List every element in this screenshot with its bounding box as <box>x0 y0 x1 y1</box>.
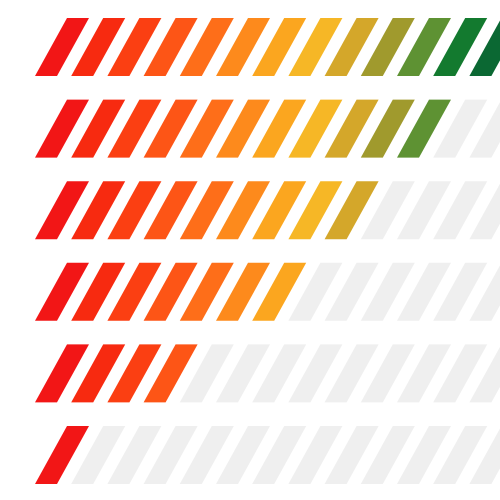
empty-segment <box>469 102 500 158</box>
filled-segment <box>252 18 307 76</box>
empty-segment <box>252 344 307 403</box>
filled-segment <box>107 18 162 76</box>
empty-segment <box>288 344 343 403</box>
filled-segment <box>252 181 307 240</box>
empty-segment <box>143 426 198 484</box>
meter-row-2 <box>35 99 500 158</box>
filled-segment <box>288 99 343 158</box>
filled-segment <box>288 18 343 76</box>
filled-segment <box>107 344 162 403</box>
empty-segment <box>397 181 451 240</box>
filled-segment <box>216 262 270 321</box>
empty-segment <box>469 265 500 321</box>
empty-segment <box>360 181 415 240</box>
filled-segment <box>107 262 162 321</box>
filled-segment <box>216 18 270 76</box>
filled-segment <box>324 99 379 158</box>
meter-row-5 <box>35 344 500 403</box>
filled-segment <box>71 181 126 240</box>
filled-segment <box>35 18 89 76</box>
empty-segment <box>179 426 234 484</box>
filled-segment <box>179 18 234 76</box>
meter-row-4 <box>35 262 500 321</box>
filled-segment <box>107 99 162 158</box>
empty-segment <box>397 426 451 484</box>
empty-segment <box>288 426 343 484</box>
meter-row-6 <box>35 426 500 484</box>
empty-segment <box>469 346 500 403</box>
filled-segment <box>252 99 307 158</box>
empty-segment <box>469 428 500 484</box>
empty-segment <box>469 183 500 240</box>
filled-segment <box>143 99 198 158</box>
empty-segment <box>360 344 415 403</box>
filled-segment <box>71 18 126 76</box>
filled-segment <box>433 18 488 76</box>
empty-segment <box>360 426 415 484</box>
filled-segment <box>35 99 89 158</box>
filled-segment <box>324 18 379 76</box>
filled-segment <box>288 181 343 240</box>
empty-segment <box>433 99 488 158</box>
filled-segment <box>360 18 415 76</box>
filled-segment <box>216 99 270 158</box>
filled-segment <box>252 262 307 321</box>
filled-segment <box>179 181 234 240</box>
empty-segment <box>216 344 270 403</box>
filled-segment <box>143 18 198 76</box>
empty-segment <box>252 426 307 484</box>
meter-row-1 <box>35 18 500 76</box>
empty-segment <box>433 344 488 403</box>
filled-segment <box>216 181 270 240</box>
empty-segment <box>179 344 234 403</box>
filled-segment <box>71 99 126 158</box>
filled-segment <box>179 99 234 158</box>
empty-segment <box>433 181 488 240</box>
empty-segment <box>360 262 415 321</box>
filled-segment <box>143 344 198 403</box>
empty-segment <box>324 262 379 321</box>
empty-segment <box>397 344 451 403</box>
empty-segment <box>397 262 451 321</box>
filled-segment <box>143 181 198 240</box>
filled-segment <box>35 262 89 321</box>
filled-segment <box>71 344 126 403</box>
filled-segment <box>35 344 89 403</box>
empty-segment <box>324 426 379 484</box>
filled-segment <box>397 99 451 158</box>
filled-segment <box>71 262 126 321</box>
empty-segment <box>71 426 126 484</box>
filled-segment <box>35 181 89 240</box>
empty-segment <box>216 426 270 484</box>
empty-segment <box>433 262 488 321</box>
filled-segment <box>35 426 89 484</box>
filled-segment <box>179 262 234 321</box>
filled-segment <box>360 99 415 158</box>
filled-segment <box>324 181 379 240</box>
empty-segment <box>107 426 162 484</box>
filled-segment <box>143 262 198 321</box>
meter-row-3 <box>35 181 500 240</box>
filled-segment <box>107 181 162 240</box>
filled-segment <box>397 18 451 76</box>
empty-segment <box>433 426 488 484</box>
empty-segment <box>288 262 343 321</box>
empty-segment <box>324 344 379 403</box>
filled-segment <box>469 20 500 76</box>
